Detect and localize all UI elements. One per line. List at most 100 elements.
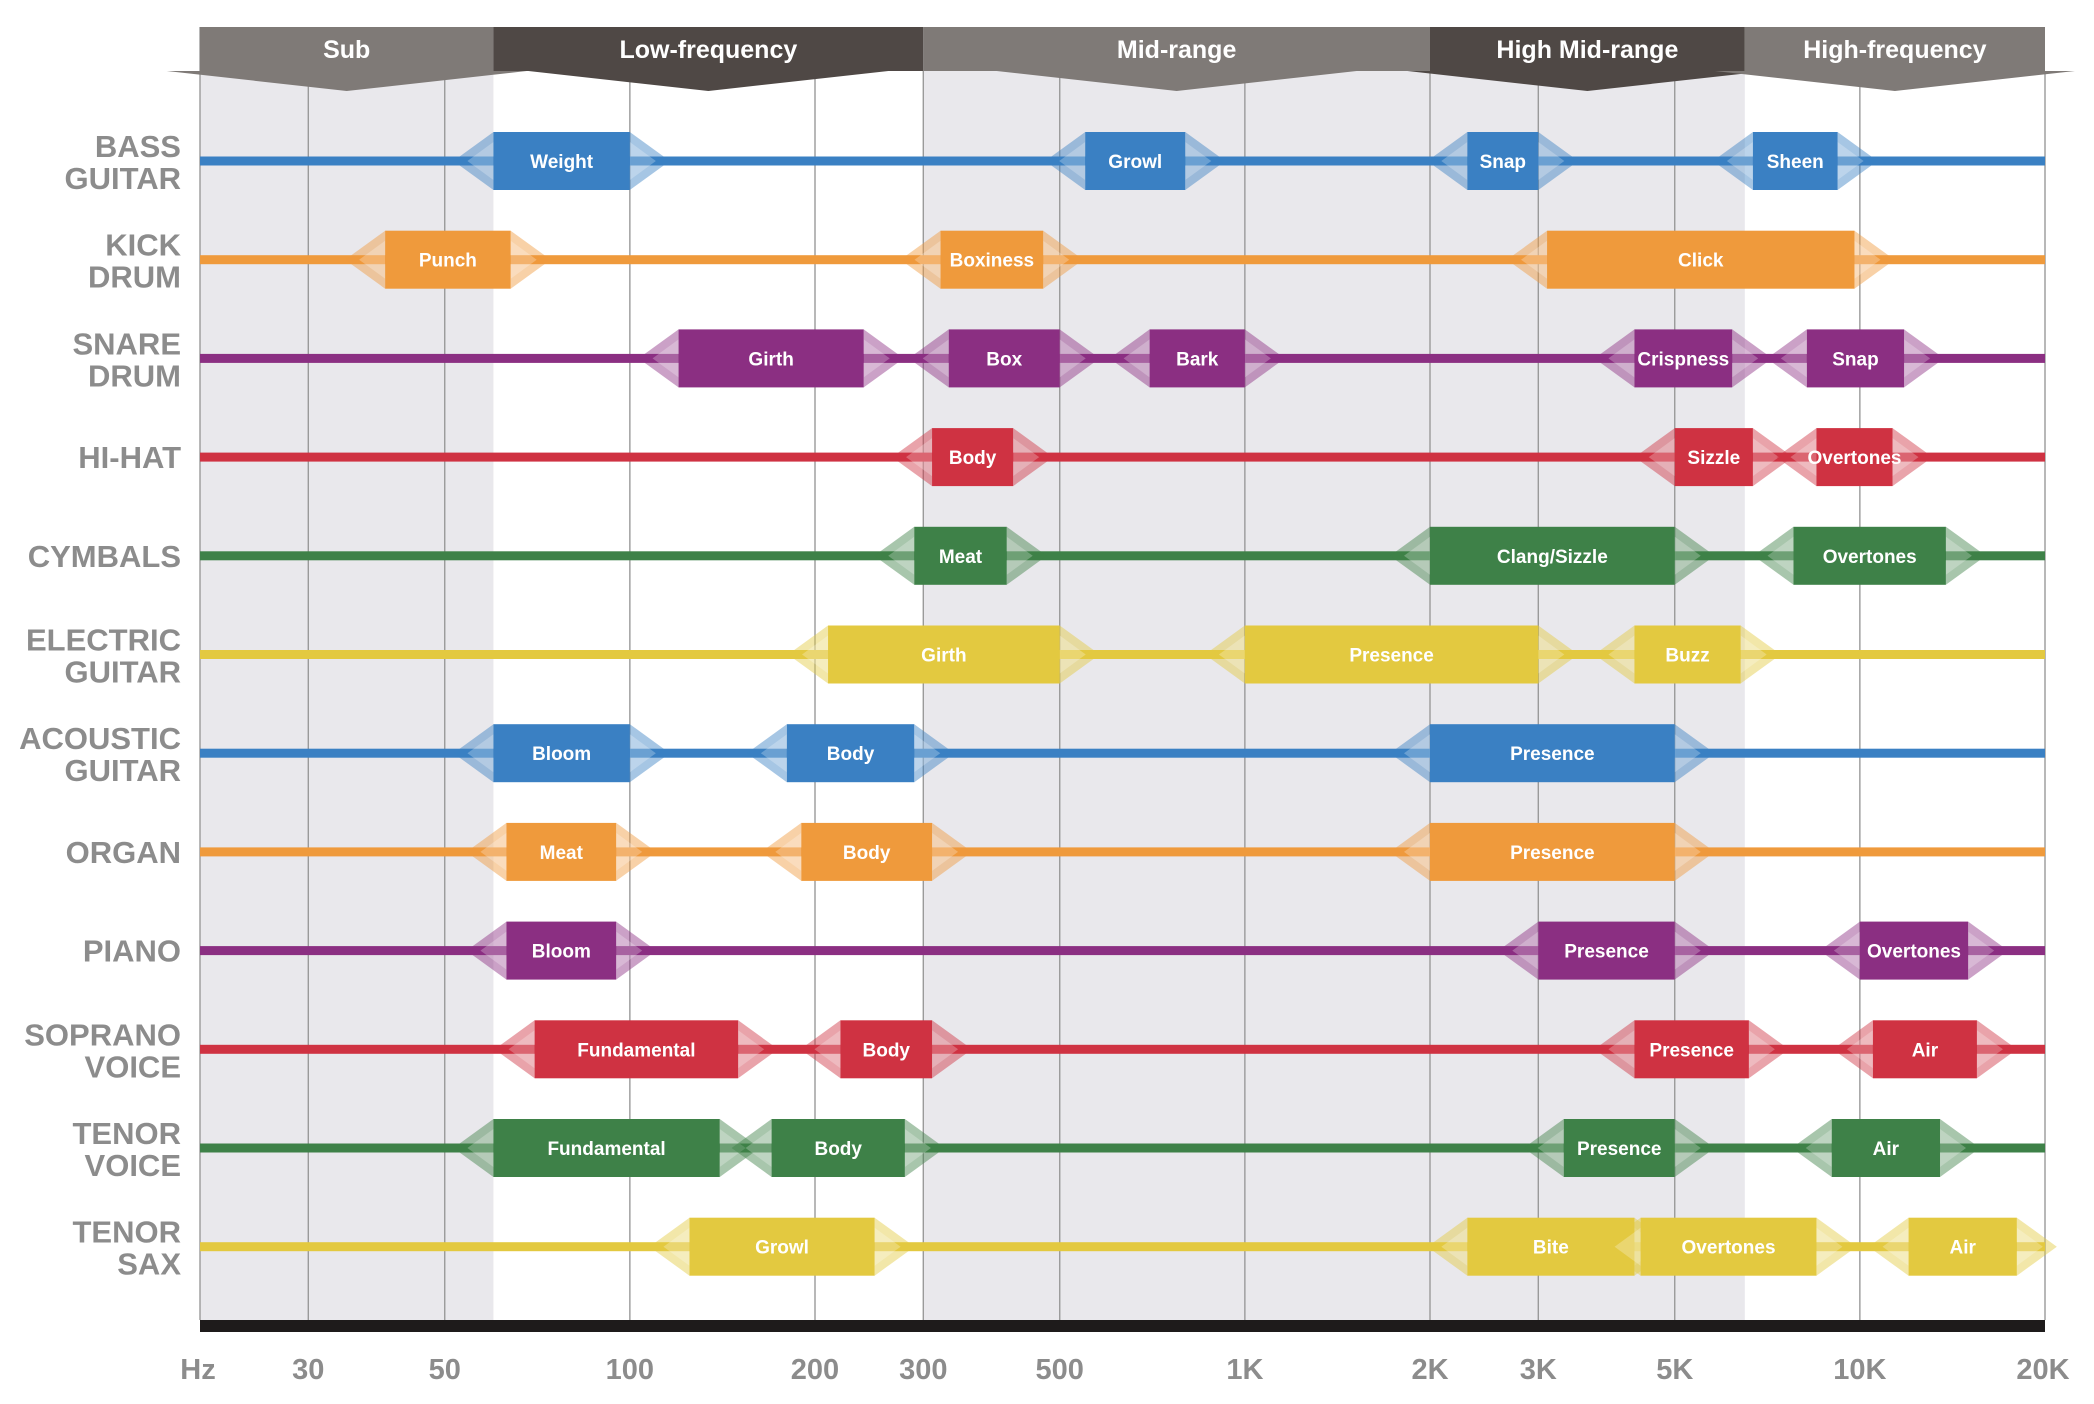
range-arrow-right-highlight [932,832,959,871]
range-marker: Fundamental [453,1119,760,1177]
range-marker: Bloom [466,921,657,980]
range-box [689,1217,875,1276]
range-marker: Bloom [453,724,670,783]
range-box [1859,921,1969,980]
x-unit-label: Hz [180,1354,215,1386]
range-marker: Girth [788,625,1100,684]
range-arrow-left-highlight [1404,536,1430,575]
range-arrow-right [874,1217,915,1276]
range-box [1538,921,1675,980]
range-marker: Presence [1498,921,1715,980]
instrument-label: CYMBALS [28,539,181,574]
range-arrow-right-highlight [629,142,656,180]
instrument-label: KICK [105,228,181,263]
range-box [385,230,511,289]
range-arrow-left-highlight [1441,142,1468,180]
range-arrow-left [892,428,933,487]
range-box [1640,1217,1817,1276]
range-arrow-right-highlight [1752,438,1779,477]
range-arrow-left-highlight [508,1030,535,1069]
range-label: Fundamental [547,1139,665,1160]
range-label: Presence [1510,843,1595,864]
range-label: Overtones [1682,1238,1776,1259]
instrument-label: HI-HAT [78,440,181,475]
range-arrow-left-highlight [1805,1129,1832,1167]
range-box [1149,329,1245,388]
range-label: Air [1950,1238,1977,1259]
range-arrow-right-highlight [874,1227,901,1266]
instrument-label: TENOR [73,1116,182,1151]
range-marker: Growl [649,1217,915,1276]
range-marker: Body [800,1020,973,1079]
range-arrow-right [863,329,904,388]
row-line [200,650,2045,659]
range-label: Box [986,349,1022,370]
range-marker: Fundamental [494,1020,779,1079]
range-marker: Crispness [1594,329,1773,388]
range-arrow-left-highlight [1441,1227,1468,1266]
range-box [493,132,630,190]
range-arrow-left [1791,1119,1832,1177]
range-marker: Girth [638,329,904,388]
range-arrow-left [1634,428,1675,487]
range-arrow-right-highlight [1006,536,1033,575]
range-box [1752,132,1838,190]
range-box [1831,1119,1941,1177]
range-marker: Body [892,428,1054,487]
row-line [200,452,2045,462]
range-label: Presence [1510,744,1595,765]
range-box [1634,329,1733,388]
range-arrow-left [494,1020,535,1079]
row-line [200,1242,2045,1252]
range-arrow-right-highlight [904,1129,931,1167]
instrument-label: PIANO [83,934,181,969]
range-arrow-left [1753,526,1794,585]
range-arrow-right [1059,329,1100,388]
range-arrow-left [466,921,507,980]
range-box [1547,230,1855,289]
range-marker: Bark [1109,329,1285,388]
range-label: Overtones [1807,448,1901,469]
range-arrow-right-highlight [1976,1030,2003,1069]
range-marker: Presence [1204,625,1579,684]
range-box [678,329,864,388]
range-arrow-right [1854,230,1895,289]
range-arrow-left [1594,329,1635,388]
range-arrow-left [345,230,386,289]
range-box [840,1020,933,1079]
range-box [771,1119,905,1177]
range-arrow-right [1904,329,1945,388]
range-arrow-right [932,1020,973,1079]
range-arrow-left [453,1119,494,1177]
row-line [200,946,2045,956]
range-label: Snap [1832,349,1878,370]
range-arrow-right-highlight [510,240,537,279]
range-arrow-right-highlight [1854,240,1881,279]
range-arrow-left-highlight [1608,635,1635,674]
range-box [1908,1217,2017,1276]
range-arrow-left [874,526,915,585]
range-marker: Weight [453,132,670,190]
range-arrow-right-highlight [2016,1227,2043,1266]
range-label: Sizzle [1687,448,1740,469]
x-tick-label: 5K [1656,1354,1693,1386]
range-arrow-left-highlight [760,734,787,773]
range-arrow-right-highlight [1538,635,1565,674]
range-arrow-right-highlight [1059,635,1086,674]
range-arrow-left-highlight [1780,339,1807,378]
range-box [1244,625,1539,684]
range-box [1430,724,1675,783]
range-arrow-left [1523,1119,1564,1177]
range-arrow-right [719,1119,760,1177]
range-arrow-left-highlight [1882,1227,1909,1266]
x-tick-label: 1K [1226,1354,1263,1386]
band-header [166,27,527,91]
range-marker: Sizzle [1634,428,1793,487]
range-marker: Body [731,1119,945,1177]
row-line [200,847,2045,857]
range-label: Overtones [1823,547,1917,568]
range-arrow-right [1816,1217,1857,1276]
range-arrow-right [1732,329,1773,388]
band-label: High-frequency [1803,36,1986,64]
range-arrow-right [1043,230,1084,289]
